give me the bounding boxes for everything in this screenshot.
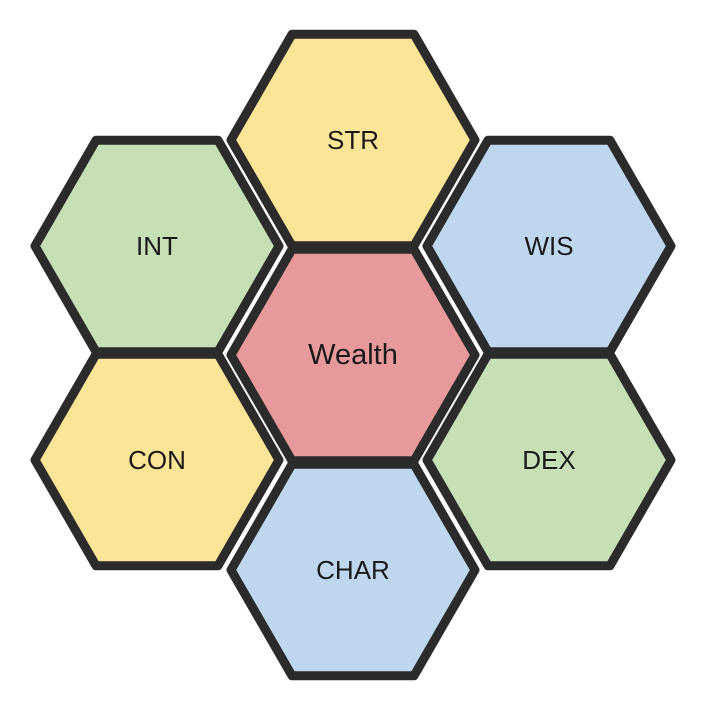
hex-con-label: CON (128, 445, 186, 475)
hex-dex-label: DEX (522, 445, 575, 475)
hex-char-shape (226, 459, 480, 681)
hex-cell-wealth: Wealth (226, 244, 480, 466)
hex-wealth-label: Wealth (308, 339, 398, 371)
hex-int-label: INT (136, 231, 178, 261)
hex-cell-dex: DEX (422, 349, 676, 571)
hex-cell-char: CHAR (226, 459, 480, 681)
hex-char-label: CHAR (316, 555, 390, 585)
hex-cell-int: INT (30, 135, 284, 357)
hex-cell-wis: WIS (422, 135, 676, 357)
hex-cell-con: CON (30, 349, 284, 571)
hex-con-shape (30, 349, 284, 571)
hex-wis-label: WIS (524, 231, 573, 261)
hex-dex-shape (422, 349, 676, 571)
hex-cell-str: STR (226, 29, 480, 251)
hex-str-label: STR (327, 125, 379, 155)
hex-cells: STR INT WIS Wealth CON DEX CHAR (30, 29, 676, 681)
